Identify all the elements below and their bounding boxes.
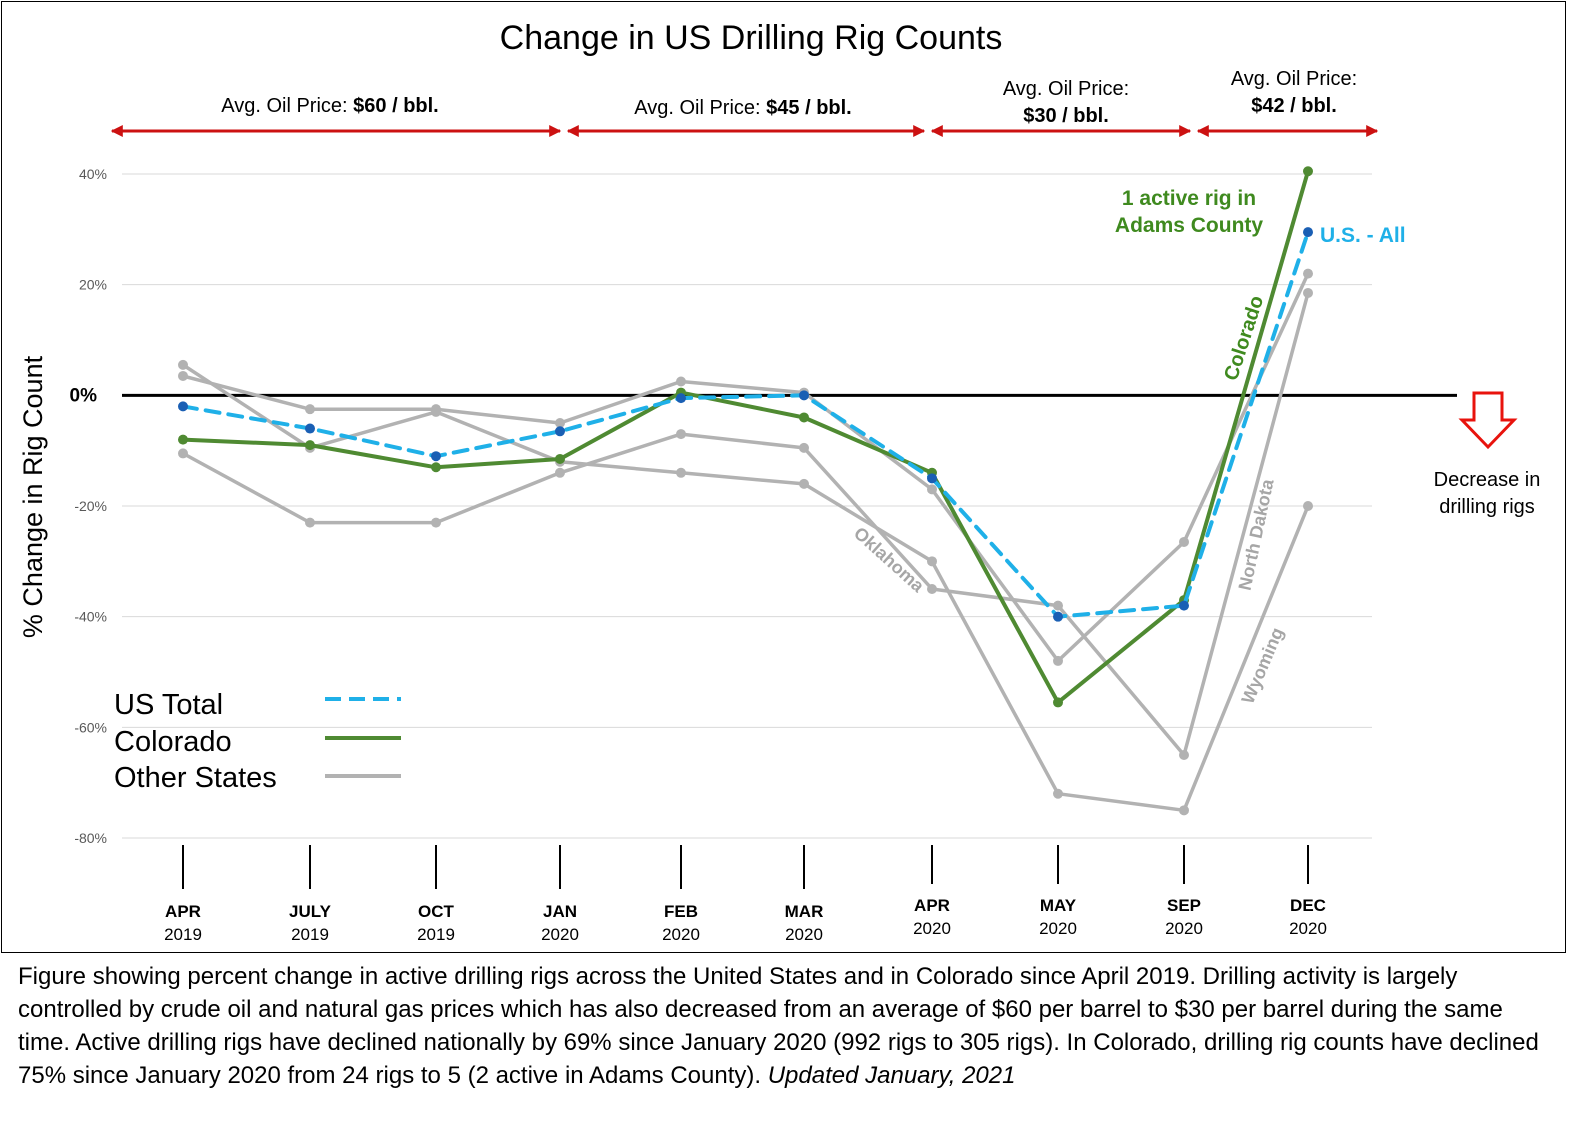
- adams-county-annotation: 1 active rig in: [1122, 187, 1256, 210]
- other-state-line: [181, 363, 1310, 813]
- other-state-point: [1053, 600, 1063, 611]
- x-tick-year: 2020: [541, 925, 579, 944]
- other-state-point: [799, 442, 809, 453]
- colorado-point: [799, 412, 809, 423]
- chart-svg: Change in US Drilling Rig Counts 40% 20% 0%…: [18, 19, 1541, 944]
- y-tick-label: 0%: [70, 385, 98, 406]
- x-tick-year: 2020: [1165, 919, 1203, 938]
- us-total-point: [305, 423, 315, 434]
- x-tick-month: JULY: [289, 902, 332, 921]
- colorado-line: [181, 169, 1310, 705]
- price-period-value: $42 / bbl.: [1251, 95, 1337, 117]
- other-state-point: [927, 484, 937, 495]
- x-tick-month: APR: [165, 902, 201, 921]
- other-state-point: [178, 370, 188, 381]
- figure-caption: Figure showing percent change in active …: [18, 960, 1548, 1092]
- x-tick-year: 2020: [1289, 919, 1327, 938]
- other-state-point: [305, 404, 315, 415]
- us-total-point: [1303, 227, 1313, 238]
- us-total-point: [178, 401, 188, 412]
- us-total-point: [431, 451, 441, 462]
- other-state-point: [1053, 788, 1063, 799]
- other-state-point: [1179, 750, 1189, 760]
- other-state-point: [1303, 287, 1313, 298]
- other-state-point: [1303, 501, 1313, 511]
- price-period-label: Avg. Oil Price: $60 / bbl.: [221, 95, 439, 117]
- other-state-point: [431, 404, 441, 415]
- other-state-point: [178, 448, 188, 459]
- caption-text: Figure showing percent change in active …: [18, 963, 1539, 1089]
- y-axis-label: % Change in Rig Count: [18, 355, 48, 638]
- us-total-line: [181, 230, 1310, 619]
- other-state-point: [178, 359, 188, 370]
- x-tick-month: JAN: [543, 902, 577, 921]
- colorado-point: [1303, 166, 1313, 177]
- y-tick-label: -80%: [74, 830, 107, 846]
- x-tick-year: 2020: [1039, 919, 1077, 938]
- decrease-arrow-icon: [1458, 391, 1518, 450]
- other-state-point: [799, 478, 809, 489]
- colorado-point: [1053, 697, 1063, 708]
- x-tick-year: 2019: [164, 925, 202, 944]
- y-tick-label: -40%: [74, 609, 107, 625]
- other-state-line: [181, 271, 1310, 663]
- north-dakota-annotation: North Dakota: [1235, 476, 1278, 592]
- other-state-point: [555, 467, 565, 478]
- x-tick-month: SEP: [1167, 896, 1201, 915]
- other-state-point: [676, 467, 686, 478]
- other-state-point: [676, 429, 686, 440]
- us-total-point: [799, 390, 809, 401]
- other-state-point: [555, 418, 565, 428]
- wyoming-annotation: Wyoming: [1238, 625, 1288, 707]
- other-state-point: [1179, 805, 1189, 816]
- other-state-point: [431, 517, 441, 528]
- x-tick-year: 2019: [291, 925, 329, 944]
- us-all-annotation: U.S. - All: [1320, 224, 1406, 247]
- other-state-point: [1303, 268, 1313, 279]
- legend-label: Colorado: [114, 726, 232, 758]
- x-tick-month: DEC: [1290, 896, 1326, 915]
- legend-label: US Total: [114, 689, 223, 721]
- colorado-point: [178, 434, 188, 445]
- adams-county-annotation: Adams County: [1115, 214, 1264, 237]
- chart-title: Change in US Drilling Rig Counts: [500, 19, 1003, 57]
- decrease-annotation: Decrease in: [1434, 469, 1541, 491]
- x-tick-month: MAR: [785, 902, 824, 921]
- x-tick-month: FEB: [664, 902, 698, 921]
- other-state-point: [1179, 536, 1189, 547]
- colorado-point: [431, 462, 441, 473]
- x-tick-year: 2019: [417, 925, 455, 944]
- us-total-point: [676, 393, 686, 404]
- other-state-point: [676, 376, 686, 387]
- price-period-value: $30 / bbl.: [1023, 105, 1109, 127]
- y-tick-label: 40%: [79, 166, 107, 182]
- us-total-point: [1053, 611, 1063, 622]
- other-state-line: [181, 291, 1310, 757]
- caption-updated: Updated January, 2021: [767, 1062, 1016, 1089]
- other-state-point: [927, 556, 937, 567]
- other-state-point: [305, 517, 315, 528]
- y-tick-label: -20%: [74, 498, 107, 514]
- us-total-point: [1179, 600, 1189, 611]
- price-period-label: Avg. Oil Price:: [1003, 78, 1129, 100]
- price-period-label: Avg. Oil Price: $45 / bbl.: [634, 97, 852, 119]
- price-period-label: Avg. Oil Price:: [1231, 68, 1357, 90]
- colorado-point: [555, 453, 565, 464]
- us-total-point: [927, 473, 937, 484]
- y-tick-label: 20%: [79, 277, 107, 293]
- x-tick-month: APR: [914, 896, 950, 915]
- colorado-point: [305, 440, 315, 451]
- y-tick-label: -60%: [74, 719, 107, 735]
- us-total-point: [555, 426, 565, 437]
- chart-frame: Change in US Drilling Rig Counts 40% 20% 0%…: [1, 1, 1566, 953]
- x-tick-month: OCT: [418, 902, 455, 921]
- other-state-point: [1053, 655, 1063, 666]
- x-tick-year: 2020: [785, 925, 823, 944]
- legend-label: Other States: [114, 762, 277, 794]
- x-tick-month: MAY: [1040, 896, 1077, 915]
- decrease-annotation: drilling rigs: [1439, 496, 1535, 518]
- x-tick-year: 2020: [662, 925, 700, 944]
- x-tick-year: 2020: [913, 919, 951, 938]
- other-state-point: [927, 584, 937, 594]
